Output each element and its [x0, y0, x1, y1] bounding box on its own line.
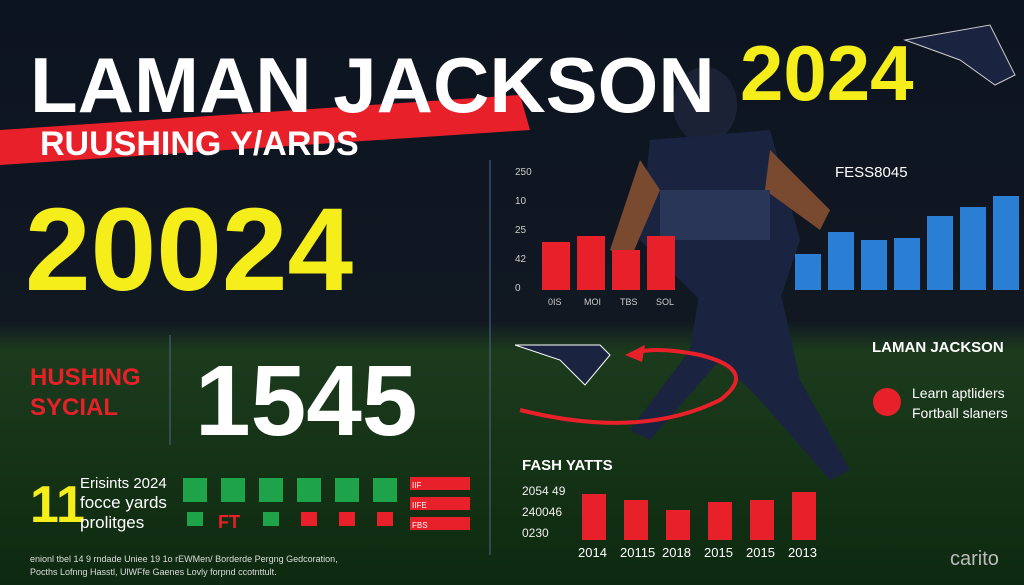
play-arrow	[519, 348, 738, 425]
footer: Pocths Lofnng Hasstl, UlWFfe Gaenes Lovl…	[30, 567, 277, 577]
bar	[708, 502, 732, 540]
y-label: 0230	[522, 526, 549, 540]
tag-bar	[410, 497, 470, 510]
x-label: SOL	[656, 297, 674, 307]
bl-line: prolitges	[80, 513, 144, 532]
chart-title: FASH YATTS	[522, 457, 613, 474]
icon	[373, 478, 397, 502]
icon	[377, 512, 393, 526]
bar	[927, 216, 953, 290]
note-title: LAMAN JACKSON	[872, 339, 1004, 356]
bl-line: Erisints 2024	[80, 475, 167, 492]
bar	[993, 196, 1019, 290]
icon	[339, 512, 355, 526]
x-label: MOI	[584, 297, 601, 307]
bar	[795, 254, 821, 290]
icon	[221, 478, 245, 502]
y-label: 250	[515, 167, 532, 178]
legend: FESS8045	[835, 164, 908, 181]
x-label: 0IS	[548, 297, 562, 307]
icon	[187, 512, 203, 526]
logo	[903, 24, 1016, 86]
title: LAMAN JACKSON	[30, 41, 715, 129]
note-line: Fortball slaners	[912, 405, 1008, 421]
bar	[647, 236, 675, 290]
tag: FBS	[412, 521, 428, 530]
bar	[582, 494, 606, 540]
dot	[873, 388, 901, 416]
bar	[861, 240, 887, 290]
stat-label: HUSHING	[30, 364, 141, 391]
banner-shape	[0, 95, 530, 165]
tag-bar	[410, 477, 470, 490]
x-label: TBS	[620, 297, 638, 307]
tag: IIF	[412, 481, 421, 490]
bar	[542, 242, 570, 290]
bar	[828, 232, 854, 290]
bl-line: focce yards	[80, 493, 167, 512]
x-label: 2014	[578, 545, 607, 560]
big-year: 20024	[25, 184, 353, 316]
icon	[259, 478, 283, 502]
watermark: carito	[950, 548, 999, 570]
icon	[301, 512, 317, 526]
x-label: 2015	[746, 545, 775, 560]
arrow-head	[625, 345, 645, 362]
banner-text: RUUSHING Y/ARDS	[40, 125, 359, 163]
bar	[750, 500, 774, 540]
bl-number: 11	[30, 476, 85, 534]
bar	[612, 250, 640, 290]
y-label: 25	[515, 225, 527, 236]
icon	[297, 478, 321, 502]
y-label: 10	[515, 196, 527, 207]
icon	[263, 512, 279, 526]
bar	[894, 238, 920, 290]
note-line: Learn aptliders	[912, 385, 1005, 401]
bar	[792, 492, 816, 540]
footer: enionl tbel 14 9 rndade Uniee 19 1o rEWM…	[30, 554, 338, 564]
x-label: 20115	[620, 545, 655, 560]
y-label: 240046	[522, 505, 562, 519]
stat-label: SYCIAL	[30, 394, 118, 421]
bar	[960, 207, 986, 290]
bar	[624, 500, 648, 540]
icon-text: FT	[218, 512, 240, 532]
icon	[183, 478, 207, 502]
x-label: 2015	[704, 545, 733, 560]
y-label: 0	[515, 283, 521, 294]
bar	[666, 510, 690, 540]
bar	[577, 236, 605, 290]
tag: IIFE	[412, 501, 427, 510]
x-label: 2018	[662, 545, 691, 560]
year: 2024	[740, 29, 914, 117]
icon	[335, 478, 359, 502]
y-label: 2054 49	[522, 484, 566, 498]
x-label: 2013	[788, 545, 817, 560]
tag-bar	[410, 517, 470, 530]
y-label: 42	[515, 254, 527, 265]
player	[610, 67, 850, 480]
logo	[514, 344, 611, 386]
stat-value: 1545	[195, 345, 417, 457]
